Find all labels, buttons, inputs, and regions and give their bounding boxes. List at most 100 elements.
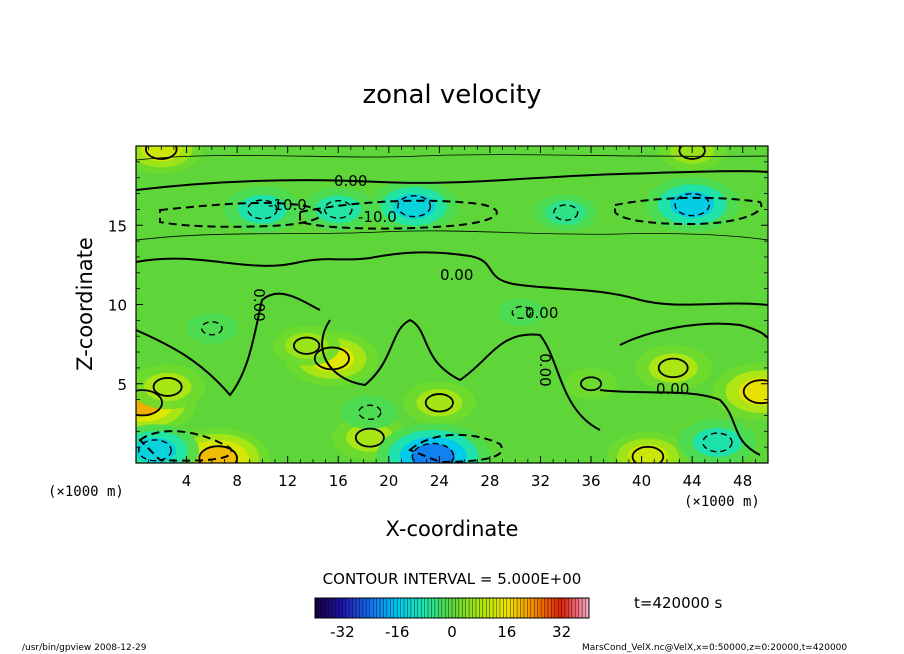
contour-label: -10.0 xyxy=(268,196,307,214)
extremum-contour xyxy=(323,199,353,219)
x-tick-label: 32 xyxy=(531,472,550,490)
colorbar-swatch xyxy=(493,598,497,618)
footer-right: MarsCond_VelX.nc@VelX,x=0:50000,z=0:2000… xyxy=(582,643,847,653)
x-axis-unit-right: (×1000 m) xyxy=(684,494,760,510)
x-tick-label: 20 xyxy=(379,472,398,490)
colorbar-swatch xyxy=(517,598,521,618)
colorbar-swatch xyxy=(551,598,556,618)
colorbar-swatch xyxy=(537,598,542,618)
colorbar-swatch xyxy=(547,598,552,618)
colorbar-tick-label: 32 xyxy=(552,623,571,641)
colorbar-swatch xyxy=(400,598,405,618)
colorbar-swatch xyxy=(541,598,545,618)
contour-zero-line xyxy=(136,170,768,191)
contour-label: 0.00 xyxy=(656,380,689,398)
time-label: t=420000 s xyxy=(634,594,722,612)
field-blob xyxy=(186,312,238,344)
field-blob xyxy=(648,353,698,383)
colorbar-swatch xyxy=(335,598,340,618)
field-blob xyxy=(669,191,715,218)
extrema-contours xyxy=(136,146,768,463)
extremum-contour xyxy=(397,195,432,218)
y-tick-label: 15 xyxy=(108,217,127,235)
field-blob xyxy=(416,389,463,417)
colorbar-swatch xyxy=(448,598,453,618)
extremum-contour xyxy=(511,305,532,320)
contour-interval-text: CONTOUR INTERVAL = 5.000E+00 xyxy=(323,570,582,588)
extremum-contour xyxy=(201,321,223,336)
extremum-contour xyxy=(553,204,579,221)
colorbar-swatch xyxy=(404,598,408,618)
x-tick-label: 48 xyxy=(733,472,752,490)
x-tick-label: 28 xyxy=(480,472,499,490)
colorbar-swatch xyxy=(428,598,432,618)
colorbar-swatch xyxy=(414,598,419,618)
colorbar-swatch xyxy=(489,598,494,618)
colorbar-tick-label: 0 xyxy=(447,623,457,641)
colorbar-tick-label: 16 xyxy=(497,623,516,641)
y-tick-label: 10 xyxy=(108,297,127,315)
colorbar-swatch xyxy=(513,598,518,618)
colorbar-swatch xyxy=(565,598,569,618)
contour-lines xyxy=(136,154,768,463)
field-blob xyxy=(238,194,287,224)
contour-zero-line xyxy=(619,322,768,346)
colorbar-swatch xyxy=(496,598,501,618)
colorbar-swatch xyxy=(342,598,347,618)
field-blob xyxy=(565,368,617,400)
contour-label: -10.0 xyxy=(358,208,397,226)
extremum-contour xyxy=(152,377,183,397)
extremum-contour xyxy=(247,199,278,220)
x-tick-label: 8 xyxy=(232,472,242,490)
colorbar-swatch xyxy=(421,598,425,618)
extremum-contour xyxy=(145,146,178,160)
colorbar-swatch xyxy=(417,598,422,618)
contour-negative-line xyxy=(299,199,498,230)
colorbar-swatch xyxy=(349,598,353,618)
extremum-contour xyxy=(138,439,172,462)
x-tick-label: 36 xyxy=(581,472,600,490)
field-blob xyxy=(627,444,669,463)
field-blob xyxy=(197,446,239,463)
extremum-contour xyxy=(136,389,163,417)
y-axis-label: Z-coordinate xyxy=(73,237,97,371)
colorbar-swatch xyxy=(475,598,480,618)
field-blob xyxy=(545,200,587,225)
colorbar-swatch xyxy=(366,598,371,618)
extremum-contour xyxy=(424,393,454,413)
field-blob xyxy=(315,195,362,224)
contour-label: 0.00 xyxy=(250,288,268,321)
colorbar-swatch xyxy=(527,598,532,618)
colorbar-swatch xyxy=(359,598,364,618)
colorbar-swatch xyxy=(506,598,511,618)
colorbar-swatch xyxy=(575,598,580,618)
colorbar-swatch xyxy=(390,598,395,618)
extremum-contour xyxy=(354,427,385,448)
colorbar-swatch xyxy=(338,598,343,618)
extremum-contour xyxy=(292,336,321,355)
colorbar-swatch xyxy=(328,598,333,618)
colorbar-swatch xyxy=(397,598,401,618)
extremum-contour xyxy=(411,442,455,463)
colorbar-swatch xyxy=(407,598,412,618)
contour-labels: 0.00 -10.0 -10.0 0.00 0.00 0.00 0.00 0.0… xyxy=(250,172,689,398)
x-tick-label: 12 xyxy=(278,472,297,490)
contour-thin-line xyxy=(136,230,768,241)
colorbar-swatch xyxy=(571,598,576,618)
field-blob xyxy=(341,395,399,430)
colorbar-swatch xyxy=(544,598,549,618)
contour-thin-line xyxy=(136,154,768,161)
colorbar-tick-label: -16 xyxy=(385,623,410,641)
colorbar xyxy=(314,598,590,618)
field-blob xyxy=(411,443,455,463)
x-axis-unit-left: (×1000 m) xyxy=(48,484,124,500)
contour-negative-line xyxy=(614,196,763,226)
colorbar-swatch xyxy=(482,598,487,618)
colorbar-swatch xyxy=(383,598,388,618)
colorbar-tick-label: -32 xyxy=(330,623,355,641)
contour-label: 0.00 xyxy=(536,353,554,386)
colorbar-swatch xyxy=(356,598,360,618)
colorbar-swatch xyxy=(431,598,436,618)
colorbar-swatch xyxy=(410,598,415,618)
colorbar-swatch xyxy=(441,598,446,618)
